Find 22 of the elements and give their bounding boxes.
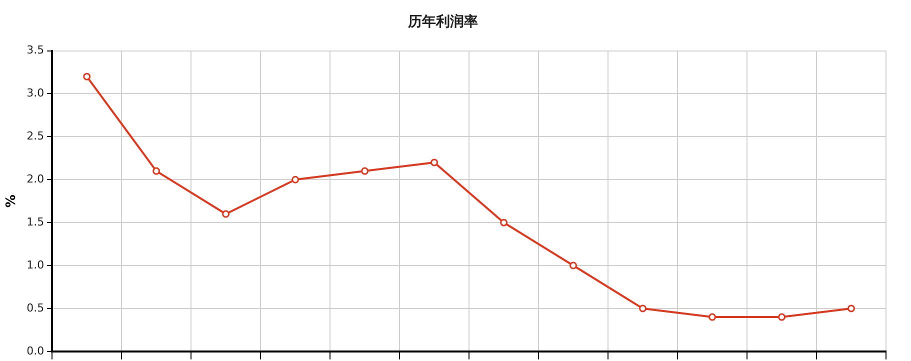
chart-title: 历年利润率 — [407, 13, 478, 30]
y-tick-label: 2.5 — [26, 130, 44, 143]
point — [778, 313, 786, 321]
point — [83, 72, 91, 80]
y-tick-label: 1.0 — [26, 258, 44, 272]
point — [222, 210, 230, 218]
y-tick-label: 3.0 — [26, 86, 44, 100]
point — [570, 262, 578, 270]
point — [500, 218, 508, 226]
point — [708, 313, 716, 321]
y-tick-label: 3.5 — [26, 44, 44, 57]
point — [848, 304, 856, 312]
y-tick-label: 2.0 — [26, 172, 44, 186]
point — [152, 167, 160, 175]
point — [430, 158, 438, 166]
point — [639, 304, 647, 312]
y-tick-label: 0.5 — [26, 301, 44, 314]
y-tick-label: 1.5 — [26, 215, 44, 228]
y-axis-title: % — [4, 194, 20, 208]
y-tick-label: 0.0 — [26, 344, 44, 358]
point — [292, 176, 300, 184]
point — [361, 167, 369, 175]
